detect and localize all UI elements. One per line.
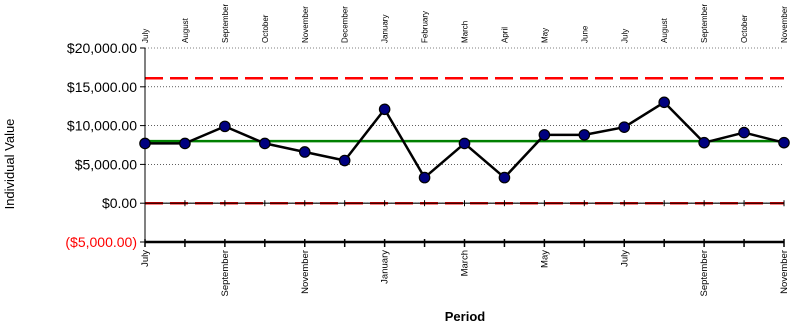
data-point-10 bbox=[538, 129, 551, 141]
data-point-13 bbox=[658, 96, 670, 109]
data-point-15 bbox=[738, 126, 750, 139]
top-axis-label-9: April bbox=[500, 27, 509, 43]
y-tick-label-5: $20,000.00 bbox=[67, 40, 137, 56]
data-point-1 bbox=[179, 137, 191, 150]
top-axis-label-1: August bbox=[181, 17, 190, 43]
data-point-14 bbox=[698, 136, 710, 149]
bottom-axis-label-4: November bbox=[300, 250, 311, 294]
top-axis-label-11: June bbox=[580, 25, 589, 43]
top-axis-label-13: August bbox=[660, 17, 669, 43]
axes bbox=[140, 47, 785, 247]
top-axis-label-6: January bbox=[381, 15, 390, 43]
top-axis-labels: July August September October November Decemb… bbox=[141, 4, 789, 43]
y-tick-label-3: $10,000.00 bbox=[67, 118, 137, 134]
top-axis-label-3: October bbox=[261, 14, 270, 43]
bottom-axis-label-8: March bbox=[460, 250, 471, 276]
x-axis-title: Period bbox=[445, 309, 486, 324]
bottom-axis-label-6: January bbox=[380, 250, 391, 284]
data-point-12 bbox=[618, 121, 631, 133]
top-axis-label-4: November bbox=[301, 6, 310, 43]
top-axis-label-7: February bbox=[421, 11, 430, 43]
data-point-11 bbox=[578, 129, 591, 141]
bottom-axis-label-16: November bbox=[779, 250, 790, 294]
y-tick-label-4: $15,000.00 bbox=[67, 79, 137, 95]
bottom-axis-label-10: May bbox=[539, 250, 550, 268]
top-axis-label-0: July bbox=[141, 29, 150, 43]
top-axis-label-15: October bbox=[740, 14, 749, 43]
bottom-axis-labels: July September November January March May July… bbox=[140, 250, 790, 297]
y-tick-label-1: $0.00 bbox=[102, 195, 137, 211]
data-point-8 bbox=[458, 137, 471, 150]
data-point-2 bbox=[219, 120, 231, 133]
data-point-0 bbox=[139, 137, 151, 150]
top-axis-label-2: September bbox=[221, 4, 230, 43]
data-point-3 bbox=[259, 137, 271, 150]
y-axis-labels: ($5,000.00) $0.00 $5,000.00 $10,000.00 $15,0… bbox=[65, 40, 137, 250]
data-point-6 bbox=[378, 103, 391, 116]
top-axis-label-12: July bbox=[620, 29, 629, 43]
data-point-16 bbox=[778, 136, 790, 149]
data-point-9 bbox=[498, 171, 511, 184]
bottom-axis-label-14: September bbox=[699, 250, 710, 296]
bottom-axis-label-12: July bbox=[619, 250, 630, 267]
top-axis-label-16: November bbox=[780, 6, 789, 43]
data-point-5 bbox=[338, 154, 351, 167]
bottom-axis-label-0: July bbox=[140, 250, 151, 267]
y-axis-title: Individual Value bbox=[2, 119, 17, 210]
top-axis-label-10: May bbox=[540, 28, 549, 43]
bottom-axis-label-2: September bbox=[220, 250, 231, 296]
data-point-4 bbox=[298, 146, 311, 158]
y-tick-label-0: ($5,000.00) bbox=[65, 234, 137, 250]
series-points bbox=[139, 96, 790, 184]
y-tick-label-2: $5,000.00 bbox=[75, 156, 137, 172]
data-point-7 bbox=[418, 171, 431, 184]
top-axis-label-5: December bbox=[341, 6, 350, 43]
top-axis-label-14: September bbox=[700, 4, 709, 43]
top-axis-label-8: March bbox=[461, 21, 470, 43]
